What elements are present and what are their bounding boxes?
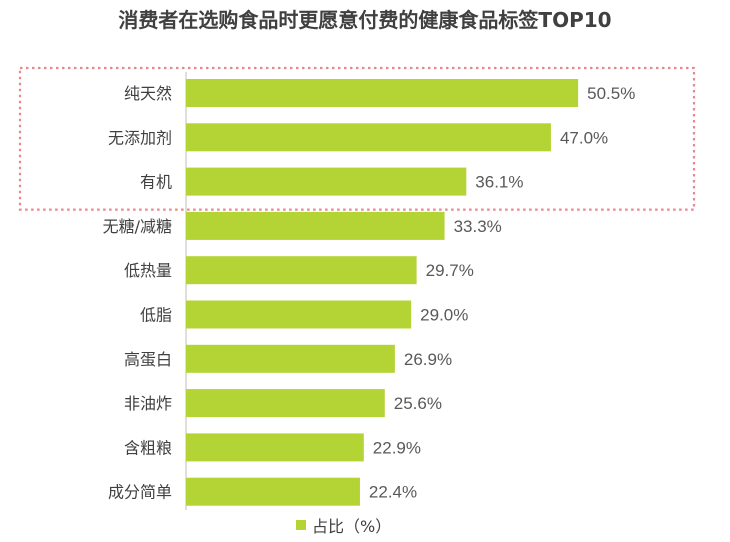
legend: 占比（%）	[296, 514, 391, 536]
value-label: 29.0%	[420, 306, 468, 325]
value-label: 47.0%	[560, 128, 608, 147]
category-label: 成分简单	[108, 483, 172, 502]
chart-title: 消费者在选购食品时更愿意付费的健康食品标签TOP10	[118, 8, 612, 32]
legend-swatch	[296, 520, 306, 530]
category-label: 纯天然	[124, 84, 172, 103]
value-label: 50.5%	[587, 84, 635, 103]
bar	[186, 256, 417, 285]
category-label: 低脂	[140, 306, 172, 325]
bar	[186, 167, 467, 196]
bar	[186, 300, 412, 329]
bar	[186, 344, 395, 373]
legend-label: 占比（%）	[312, 517, 392, 536]
bar	[186, 389, 385, 418]
bar	[186, 79, 579, 107]
value-label: 29.7%	[426, 261, 474, 280]
highlight-box	[18, 66, 696, 211]
bar	[186, 211, 445, 240]
category-label: 非油炸	[124, 394, 172, 413]
bar	[186, 123, 551, 152]
value-label: 36.1%	[475, 173, 523, 192]
category-label: 有机	[140, 173, 172, 192]
category-label: 无添加剂	[108, 128, 172, 147]
bar	[186, 477, 360, 506]
value-label: 26.9%	[404, 350, 452, 369]
value-label: 33.3%	[454, 217, 502, 236]
category-label: 含粗粮	[124, 438, 172, 457]
category-label: 低热量	[124, 261, 172, 280]
category-label: 高蛋白	[124, 350, 172, 369]
value-label: 25.6%	[394, 394, 442, 413]
value-label: 22.4%	[369, 483, 417, 502]
value-label: 22.9%	[373, 438, 421, 457]
bar	[186, 433, 364, 462]
category-label: 无糖/减糖	[103, 217, 172, 236]
